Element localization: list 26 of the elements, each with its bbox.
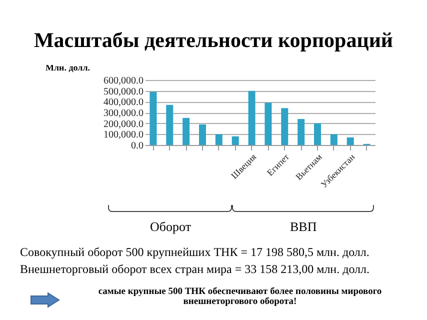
bar [232,136,239,145]
chart-title: Масштабы деятельности корпораций [32,28,394,53]
bar [314,123,321,145]
text: Совокупный оборот 500 крупнейших ТНК = 17 198 580,5 млн. долл. [20,245,370,260]
bar [298,119,305,145]
y-tick-label: 0.0 [131,140,144,152]
bar [166,104,174,145]
y-tick-label: 500,000.0 [104,86,144,98]
text: самые крупные 500 ТНК обеспечивают более половины мирового внешнеторгового оборота! [97,287,383,307]
y-tick-label: 200,000.0 [104,118,144,130]
bar [182,118,190,145]
bar [330,134,338,145]
y-tick-label: 300,000.0 [104,108,144,119]
text: ВВП [290,219,317,235]
bar [346,137,354,145]
y-tick-label: 100,000.0 [104,130,144,141]
bar [215,134,222,145]
bar [199,124,206,145]
bar [281,108,288,145]
bar [264,102,272,145]
bar [150,92,157,145]
text: Оборот [150,219,192,235]
bar [248,90,256,145]
y-tick-label: 400,000.0 [104,97,144,108]
text: Внешнеторговый оборот всех стран мира = 33 158 213,00 млн. долл. [20,262,370,277]
y-tick-label: 600,000.0 [104,76,144,86]
